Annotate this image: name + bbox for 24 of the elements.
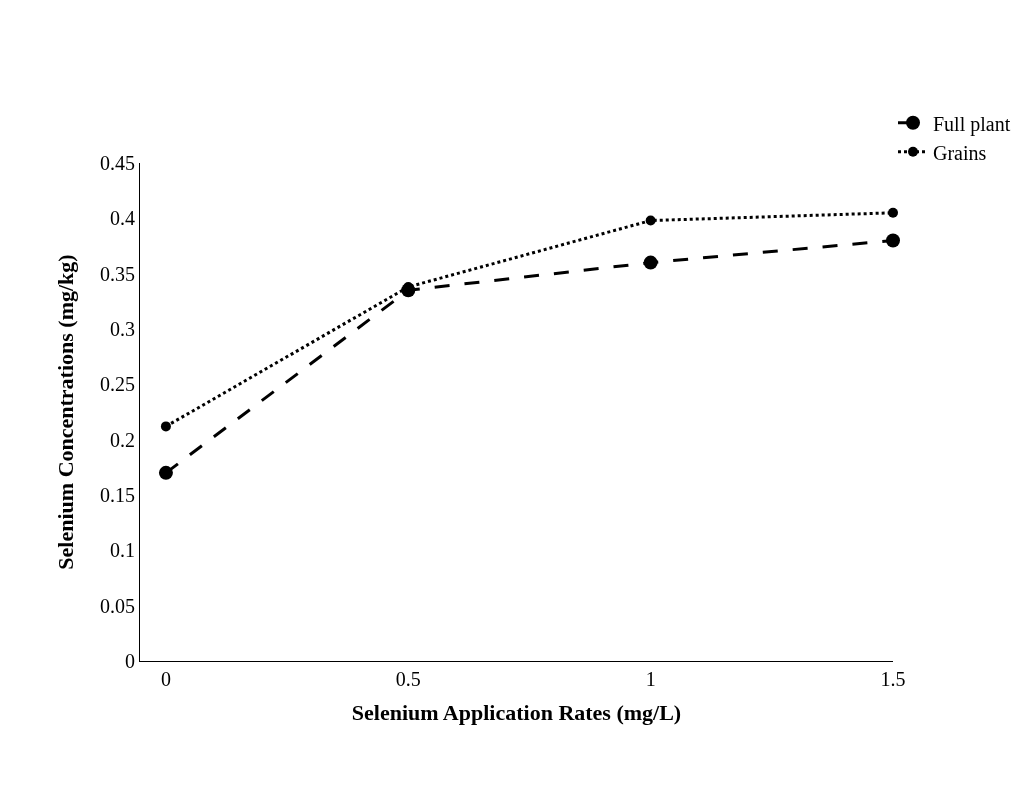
y-tick-label: 0.45	[100, 152, 135, 174]
y-tick-label: 0.15	[100, 484, 135, 506]
x-axis-title: Selenium Application Rates (mg/L)	[351, 699, 682, 725]
x-tick-label: 0	[160, 668, 171, 690]
y-tick-label: 0.2	[110, 428, 135, 451]
y-tick-label: 0.05	[100, 594, 135, 617]
x-tick-label: 0.5	[395, 668, 421, 690]
point	[645, 215, 656, 226]
legend-label: Full plant	[933, 112, 1011, 136]
point	[643, 255, 658, 270]
y-tick-label: 0.1	[110, 539, 135, 562]
x-tick-label: 1.5	[880, 668, 906, 690]
legend-label: Grains	[933, 141, 987, 164]
y-tick-label: 0.3	[110, 318, 135, 340]
y-tick-label: 0	[125, 650, 135, 672]
point	[158, 465, 173, 480]
point	[886, 233, 900, 248]
y-axis-title: Selenium Concentrations (mg/kg)	[52, 254, 78, 570]
x-tick-label: 1	[645, 668, 656, 690]
point	[160, 421, 171, 432]
y-tick-label: 0.35	[100, 262, 135, 285]
y-tick-label: 0.25	[100, 373, 135, 396]
y-tick-label: 0.4	[110, 207, 135, 230]
point	[888, 207, 898, 218]
